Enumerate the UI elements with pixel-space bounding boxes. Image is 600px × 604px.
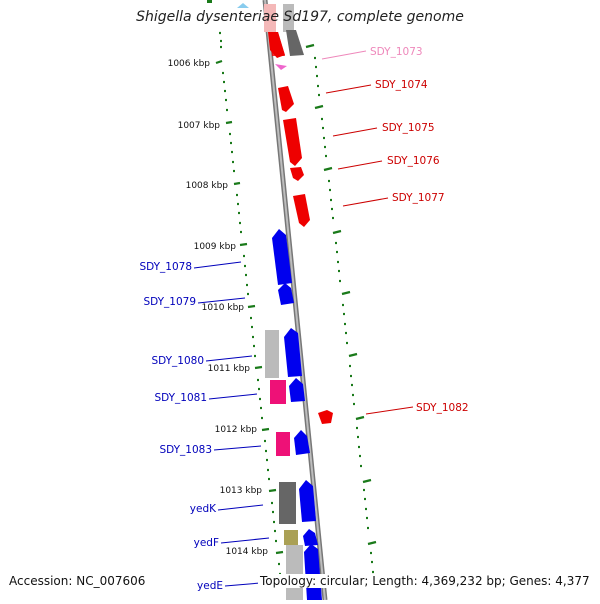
map-title: Shigella dysenteriae Sd197, complete gen… (136, 9, 464, 25)
gene-label-yede[interactable]: yedE (197, 580, 223, 592)
top-tick-mark (207, 0, 212, 3)
accession-text: Accession: NC_007606 (7, 574, 148, 588)
gene-label-sdy-1083[interactable]: SDY_1083 (159, 444, 212, 456)
gene-feature-gray-dark-top[interactable] (286, 30, 304, 56)
gene-feature-gray-1080[interactable] (265, 330, 279, 378)
gene-feature-sdy-1074[interactable] (278, 86, 294, 112)
scale-label: 1013 kbp (220, 486, 263, 496)
gene-feature-gray-yedk[interactable] (279, 482, 296, 524)
scale-label: 1012 kbp (215, 425, 258, 435)
gene-label-sdy-1073[interactable]: SDY_1073 (370, 46, 423, 58)
top-mark-icon (237, 3, 249, 8)
gene-feature-sdy-1073-small[interactable] (275, 64, 287, 70)
scale-label: 1007 kbp (178, 121, 221, 131)
gene-feature-yedk[interactable] (299, 480, 316, 522)
gene-feature-sdy-1077[interactable] (293, 194, 310, 227)
gene-features (264, 4, 333, 600)
gene-feature-sdy-1073-shade[interactable] (269, 32, 285, 56)
gene-label-sdy-1075[interactable]: SDY_1075 (382, 122, 435, 134)
gene-label-yedf[interactable]: yedF (194, 537, 219, 549)
gene-label-sdy-1082[interactable]: SDY_1082 (416, 402, 469, 414)
gene-feature-pink-top[interactable] (264, 4, 276, 32)
gene-feature-sdy-1079[interactable] (278, 283, 294, 305)
inner-scale-ticks (215, 31, 284, 576)
gene-feature-sdy-1075[interactable] (283, 118, 302, 166)
gene-label-sdy-1080[interactable]: SDY_1080 (151, 355, 204, 367)
gene-feature-sdy-1083[interactable] (276, 432, 290, 456)
scale-label: 1009 kbp (194, 242, 237, 252)
scale-label: 1006 kbp (168, 59, 211, 69)
gene-feature-sdy-1080[interactable] (284, 328, 302, 377)
scale-label: 1014 kbp (226, 547, 269, 557)
gene-feature-gray-top[interactable] (283, 4, 294, 32)
scale-label: 1008 kbp (186, 181, 229, 191)
gene-label-sdy-1078[interactable]: SDY_1078 (139, 261, 192, 273)
gene-label-yedk[interactable]: yedK (190, 503, 217, 515)
gene-feature-sdy-1078[interactable] (272, 229, 292, 285)
gene-label-sdy-1076[interactable]: SDY_1076 (387, 155, 440, 167)
gene-feature-sdy-1076[interactable] (290, 167, 304, 181)
gene-feature-blue-1083[interactable] (294, 430, 310, 455)
genome-summary-text: Topology: circular; Length: 4,369,232 bp… (258, 574, 592, 588)
scale-label: 1011 kbp (208, 364, 251, 374)
genome-backbone-highlight (264, 0, 326, 601)
gene-feature-sdy-1081[interactable] (270, 380, 286, 404)
gene-feature-sdy-1082[interactable] (318, 410, 333, 424)
gene-label-sdy-1081[interactable]: SDY_1081 (154, 392, 207, 404)
gene-feature-blue-1081[interactable] (289, 378, 305, 402)
gene-label-sdy-1077[interactable]: SDY_1077 (392, 192, 445, 204)
scale-label: 1010 kbp (202, 303, 245, 313)
gene-labels: SDY_1073 SDY_1074 SDY_1075 SDY_1076 SDY_… (139, 46, 468, 592)
gene-label-sdy-1074[interactable]: SDY_1074 (375, 79, 428, 91)
gene-feature-gray-yede[interactable] (286, 545, 303, 600)
gene-feature-olive-yedf[interactable] (284, 530, 298, 545)
gene-label-sdy-1079[interactable]: SDY_1079 (143, 296, 196, 308)
gene-feature-yedf[interactable] (303, 529, 318, 546)
outer-scale-ticks (305, 43, 377, 583)
scale-labels: 1006 kbp 1007 kbp 1008 kbp 1009 kbp 1010… (168, 59, 269, 557)
